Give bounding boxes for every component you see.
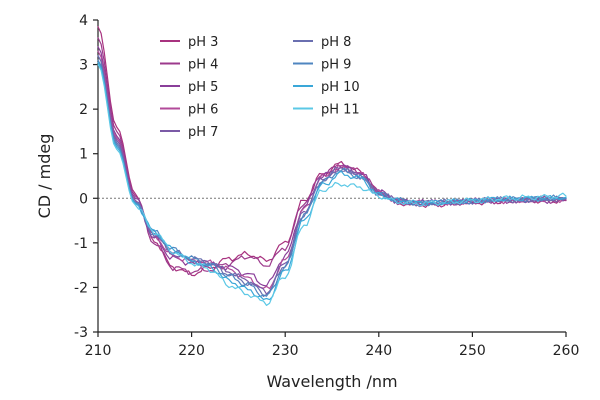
series-line-ph-11 xyxy=(97,63,567,306)
legend-label: pH 4 xyxy=(188,58,218,73)
legend-item: pH 11 xyxy=(293,103,360,118)
x-tick-label: 220 xyxy=(178,343,205,359)
series-line-ph-9 xyxy=(97,59,567,297)
y-tick-label: 4 xyxy=(79,13,88,29)
legend-label: pH 8 xyxy=(321,35,351,50)
legend-label: pH 3 xyxy=(188,35,218,50)
legend-item: pH 7 xyxy=(160,125,218,140)
y-tick-label: 2 xyxy=(79,102,88,118)
legend-label: pH 11 xyxy=(321,103,360,118)
legend-item: pH 4 xyxy=(160,58,218,73)
legend-item: pH 10 xyxy=(293,80,360,95)
legend-item: pH 3 xyxy=(160,35,218,50)
series-line-ph-4 xyxy=(97,37,567,275)
y-tick-label: 1 xyxy=(79,147,88,163)
legend-label: pH 9 xyxy=(321,58,351,73)
legend-label: pH 10 xyxy=(321,80,360,95)
y-tick-label: -1 xyxy=(74,236,88,252)
legend: pH 3 pH 4 pH 5 pH 6 pH 7 pH 8 pH 9 pH 10 pH 11 xyxy=(160,35,360,140)
x-axis-title: Wavelength /nm xyxy=(266,372,397,391)
ticks-layer: 210 220 230 240 250 260 -3 -2 -1 0 1 2 3 4 xyxy=(74,13,579,359)
axes-layer xyxy=(97,20,566,333)
x-tick-label: 240 xyxy=(365,343,392,359)
series-line-ph-8 xyxy=(97,55,567,297)
series-layer xyxy=(97,26,567,306)
legend-item: pH 9 xyxy=(293,58,351,73)
y-tick-label: -3 xyxy=(74,325,88,341)
y-tick-label: 0 xyxy=(79,191,88,207)
y-axis-title: CD / mdeg xyxy=(35,134,54,219)
x-tick-label: 260 xyxy=(553,343,580,359)
x-tick-label: 250 xyxy=(459,343,486,359)
legend-label: pH 7 xyxy=(188,125,218,140)
y-tick-label: 3 xyxy=(79,58,88,74)
legend-label: pH 6 xyxy=(188,103,218,118)
x-tick-label: 230 xyxy=(272,343,299,359)
y-tick-label: -2 xyxy=(74,280,88,296)
x-tick-label: 210 xyxy=(85,343,112,359)
legend-label: pH 5 xyxy=(188,80,218,95)
legend-item: pH 5 xyxy=(160,80,218,95)
legend-item: pH 6 xyxy=(160,103,218,118)
legend-item: pH 8 xyxy=(293,35,351,50)
